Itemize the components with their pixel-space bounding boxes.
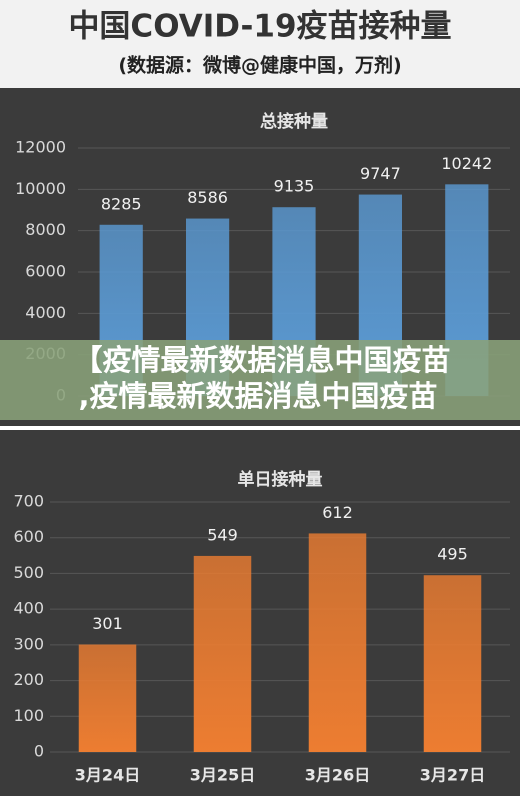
banner-text: ,疫情最新数据消息中国疫苗: [78, 379, 437, 413]
value-label: 495: [437, 545, 468, 564]
chart-title: 单日接种量: [238, 469, 323, 490]
y-tick-label: 700: [13, 492, 44, 511]
value-label: 549: [207, 525, 238, 544]
title: 中国COVID-19疫苗接种量: [68, 9, 451, 45]
bar: [423, 575, 482, 752]
y-tick-label: 400: [13, 599, 44, 618]
value-label: 8586: [187, 188, 228, 207]
x-tick-label: 3月27日: [420, 766, 485, 785]
y-tick-label: 8000: [25, 220, 66, 239]
chart-title: 总接种量: [260, 111, 328, 132]
value-label: 10242: [441, 154, 492, 173]
value-label: 9747: [360, 164, 401, 183]
subtitle: (数据源：微博@健康中国，万剂): [118, 54, 401, 77]
y-tick-label: 6000: [25, 262, 66, 281]
y-tick-label: 200: [13, 670, 44, 689]
value-label: 9135: [274, 177, 315, 196]
y-tick-label: 300: [13, 634, 44, 653]
value-label: 301: [92, 614, 123, 633]
bar: [78, 644, 137, 752]
y-tick-label: 600: [13, 527, 44, 546]
value-label: 8285: [101, 194, 142, 213]
x-tick-label: 3月26日: [305, 766, 370, 785]
bar: [193, 555, 252, 752]
banner-bg: [0, 340, 520, 420]
y-tick-label: 4000: [25, 303, 66, 322]
bar: [308, 533, 367, 752]
y-tick-label: 100: [13, 706, 44, 725]
y-tick-label: 500: [13, 563, 44, 582]
y-tick-label: 0: [34, 742, 44, 761]
y-tick-label: 10000: [15, 179, 66, 198]
value-label: 612: [322, 503, 353, 522]
y-tick-label: 12000: [15, 138, 66, 157]
x-tick-label: 3月25日: [190, 766, 255, 785]
x-tick-label: 3月24日: [75, 766, 140, 785]
header-bg: [0, 0, 520, 88]
banner-text: 【疫情最新数据消息中国疫苗: [73, 343, 450, 377]
